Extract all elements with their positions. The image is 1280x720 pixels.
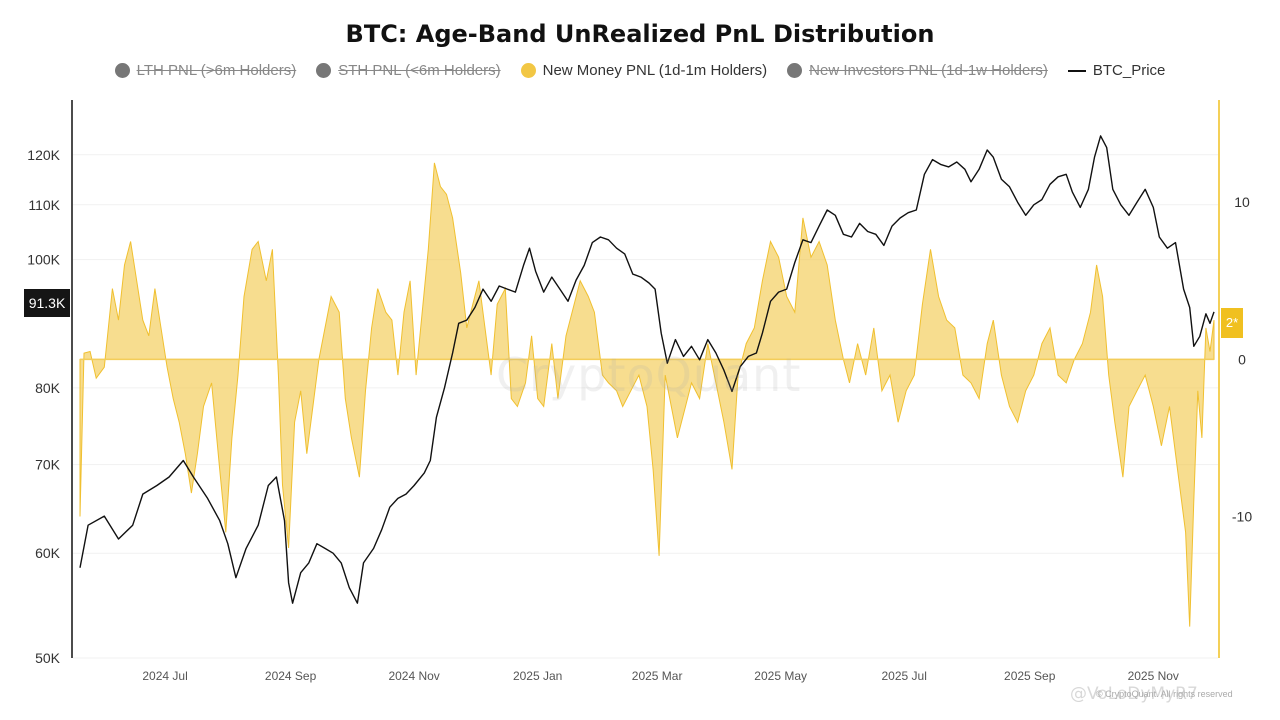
legend-dot-icon [316,63,332,78]
legend-item-new-investors[interactable]: New Investors PNL (1d-1w Holders) [787,62,1048,79]
right-tick-label: 0 [1238,351,1246,367]
legend-item-btc-price[interactable]: BTC_Price [1067,62,1166,79]
x-tick-label: 2025 May [754,669,807,683]
x-tick-label: 2025 Sep [1004,669,1056,683]
gridlines [73,154,1218,659]
x-axis-ticks: 2024 Jul 2024 Sep 2024 Nov 2025 Jan 2025 Mar… [142,669,1179,683]
legend-line-icon [1067,69,1086,72]
left-axis-ticks: 50K 60K 70K 80K 100K 110K 120K [27,147,60,666]
x-tick-label: 2025 Jan [513,669,562,683]
btc-price-line [79,135,1215,604]
x-tick-label: 2025 Mar [632,669,683,683]
legend-dot-icon [520,63,536,78]
x-tick-label: 2024 Jul [142,669,187,683]
x-tick-label: 2025 Jul [881,669,926,683]
left-tick-label: 120K [27,147,60,163]
legend-label: LTH PNL (>6m Holders) [136,62,297,79]
last-pnl-badge: 2* [1221,308,1243,338]
legend: LTH PNL (>6m Holders) STH PNL (<6m Holde… [0,62,1280,79]
left-tick-label: 100K [27,252,60,268]
left-tick-label: 50K [35,650,61,666]
legend-label: New Investors PNL (1d-1w Holders) [809,62,1048,79]
left-tick-label: 60K [35,545,61,561]
last-price-badge: 91.3K [24,289,70,317]
left-tick-label: 80K [35,380,61,396]
left-tick-label: 110K [28,197,60,213]
legend-item-lth[interactable]: LTH PNL (>6m Holders) [114,62,297,79]
copyright-credit: © CryptoQuant. All rights reserved [1096,689,1233,699]
legend-label: STH PNL (<6m Holders) [338,62,501,79]
legend-dot-icon [114,63,130,78]
chart-title: BTC: Age-Band UnRealized PnL Distributio… [345,20,935,48]
x-tick-label: 2024 Nov [388,669,439,683]
legend-label: New Money PNL (1d-1m Holders) [542,62,768,79]
legend-label: BTC_Price [1092,62,1166,79]
new-money-pnl-area [79,162,1215,627]
x-tick-label: 2025 Nov [1128,669,1179,683]
x-tick-label: 2024 Sep [265,669,317,683]
right-tick-label: 10 [1234,194,1250,210]
right-tick-label: -10 [1232,509,1252,525]
left-tick-label: 70K [35,457,61,473]
right-axis-ticks: 10 0 -10 [1232,194,1252,524]
source-watermark: @VoLoDyMyR7 [1070,684,1198,704]
legend-dot-icon [787,63,803,78]
legend-item-sth[interactable]: STH PNL (<6m Holders) [316,62,501,79]
legend-item-new-money[interactable]: New Money PNL (1d-1m Holders) [520,62,768,79]
